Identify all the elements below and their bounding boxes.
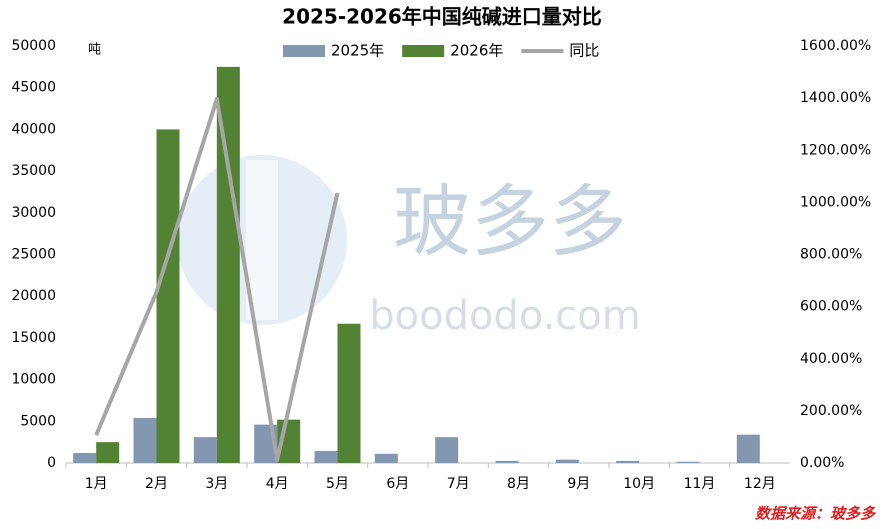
- bar: [495, 460, 519, 463]
- y-tick-label: 20000: [11, 288, 56, 304]
- legend-swatch: [283, 45, 325, 57]
- x-tick-label: 6月: [386, 476, 409, 492]
- bar: [374, 453, 398, 463]
- y2-tick-label: 200.00%: [800, 403, 862, 419]
- bar: [133, 417, 157, 463]
- y2-tick-label: 1000.00%: [800, 194, 871, 210]
- y-tick-label: 5000: [20, 413, 56, 429]
- bar: [736, 434, 760, 463]
- legend-swatch: [402, 45, 445, 57]
- y2-tick-label: 0.00%: [800, 455, 844, 471]
- x-tick-label: 7月: [447, 476, 470, 492]
- y-tick-label: 15000: [11, 330, 56, 346]
- bar: [216, 66, 240, 463]
- line: [94, 96, 340, 462]
- y-tick-label: 0: [47, 455, 56, 471]
- y2-tick-label: 1200.00%: [800, 142, 871, 158]
- bar: [96, 442, 120, 463]
- bar: [314, 450, 338, 463]
- y-tick-label: 45000: [11, 80, 56, 96]
- y-tick-label: 25000: [11, 247, 56, 263]
- legend-label: 2026年: [450, 42, 503, 60]
- watermark: 玻多多 boododo.com: [177, 155, 641, 339]
- x-tick-label: 12月: [744, 476, 776, 492]
- y2-tick-label: 800.00%: [800, 247, 862, 263]
- bar: [156, 129, 180, 463]
- y-tick-label: 50000: [11, 38, 56, 54]
- y2-tick-label: 600.00%: [800, 299, 862, 315]
- x-tick-label: 11月: [684, 476, 716, 492]
- x-tick-label: 3月: [205, 476, 228, 492]
- y-tick-label: 40000: [11, 121, 56, 137]
- y-axis-label: 吨: [88, 43, 101, 58]
- bar: [435, 437, 459, 463]
- legend-label: 同比: [569, 42, 599, 60]
- bar: [73, 452, 97, 463]
- bar: [193, 437, 217, 463]
- y-tick-label: 30000: [11, 205, 56, 221]
- x-tick-label: 10月: [623, 476, 655, 492]
- y2-tick-label: 1400.00%: [800, 90, 871, 106]
- watermark-url: boododo.com: [369, 293, 641, 339]
- watermark-text: 玻多多: [393, 178, 627, 268]
- x-tick-label: 9月: [567, 476, 590, 492]
- source: 数据来源：玻多多: [755, 505, 876, 523]
- y2-tick-label: 1600.00%: [800, 38, 871, 54]
- bar: [676, 461, 700, 463]
- y-tick-label: 35000: [11, 163, 56, 179]
- legend-label: 2025年: [331, 42, 384, 60]
- bar: [337, 323, 361, 463]
- bar: [616, 460, 640, 463]
- x-tick-label: 1月: [85, 476, 108, 492]
- y-tick-label: 10000: [11, 372, 56, 388]
- x-tick-label: 2月: [145, 476, 168, 492]
- x-tick-label: 5月: [326, 476, 349, 492]
- x-tick-label: 8月: [507, 476, 530, 492]
- x-tick-label: 4月: [266, 476, 289, 492]
- y2-tick-label: 400.00%: [800, 351, 862, 367]
- bar: [555, 459, 579, 463]
- chart-title: 2025-2026年中国纯碱进口量对比: [282, 5, 602, 29]
